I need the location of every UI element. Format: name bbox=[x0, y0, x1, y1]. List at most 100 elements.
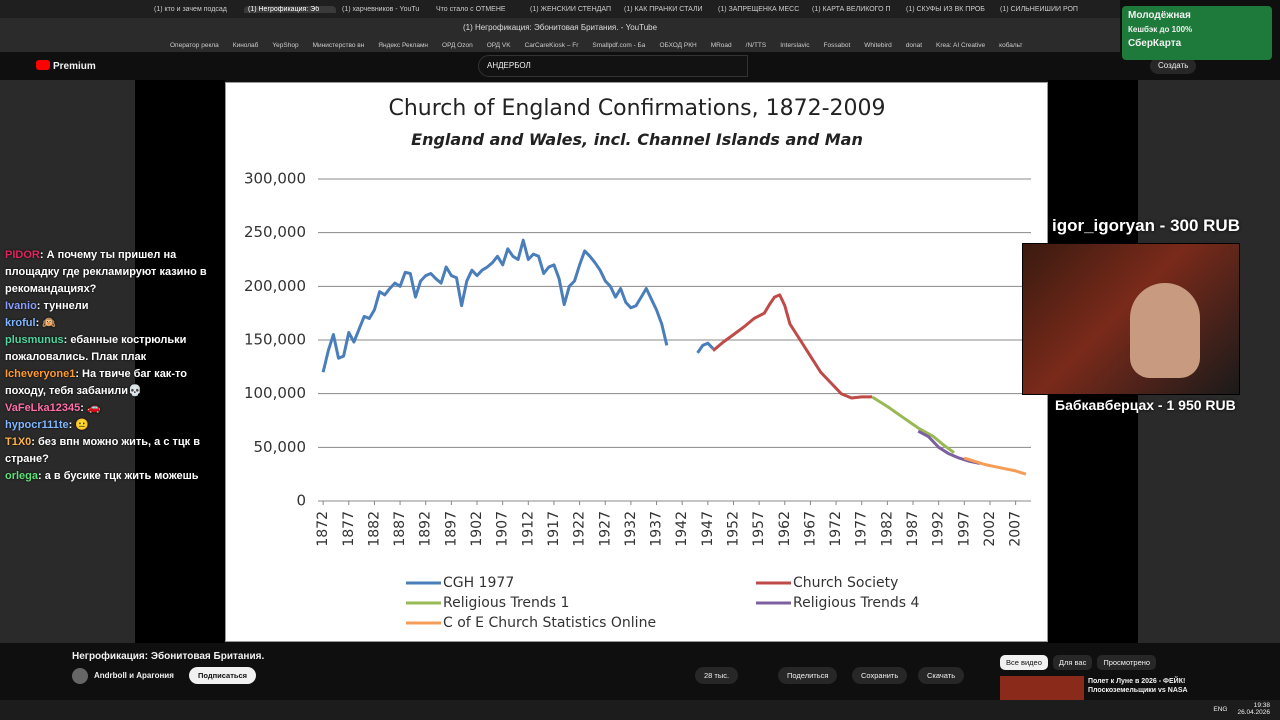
tab[interactable]: (1) харчевников - YouTu bbox=[342, 5, 420, 13]
chat-text: : 🙉 bbox=[35, 317, 56, 329]
tab[interactable]: (1) Негрофикация: Эб bbox=[244, 5, 336, 13]
bookmark[interactable]: Яндекс Рекламн bbox=[378, 41, 429, 49]
y-tick-label: 150,000 bbox=[244, 331, 306, 349]
search-box[interactable]: АНДЕРБОЛ bbox=[478, 55, 748, 77]
channel-avatar[interactable] bbox=[72, 668, 88, 684]
series-line bbox=[871, 395, 955, 454]
bookmark[interactable]: CarCareKiosk – Fr bbox=[524, 41, 579, 49]
x-tick-label: 1927 bbox=[597, 511, 613, 547]
y-tick-label: 100,000 bbox=[244, 384, 306, 402]
video-title: Негрофикация: Эбонитовая Британия. bbox=[72, 651, 265, 662]
y-tick-label: 300,000 bbox=[244, 170, 306, 188]
legend-label: Church Society bbox=[793, 575, 898, 591]
x-tick-label: 1922 bbox=[572, 511, 588, 547]
time: 19:38 bbox=[1253, 702, 1270, 709]
x-tick-label: 1917 bbox=[546, 511, 562, 547]
ad-banner[interactable]: Молодёжная Кешбэк до 100% СберКарта bbox=[1122, 6, 1272, 60]
stream-background bbox=[0, 80, 135, 643]
bookmark[interactable]: ОБХОД РКН bbox=[659, 41, 697, 49]
bookmark[interactable]: Оператор рекла bbox=[170, 41, 219, 49]
bookmark[interactable]: MRoad bbox=[710, 41, 732, 49]
y-tick-label: 0 bbox=[296, 492, 306, 510]
tab[interactable]: (1) СИЛЬНЕЙШИЙ РОП bbox=[1000, 5, 1078, 13]
logo[interactable]: Premium bbox=[36, 60, 96, 72]
tab[interactable]: (1) КАРТА ВЕЛИКОГО П bbox=[812, 5, 891, 13]
bookmark[interactable]: Whitebird bbox=[864, 41, 892, 49]
tab[interactable]: Что стало с ОТМЕНЕ bbox=[436, 5, 506, 13]
chat-message: Ivanio: туннели bbox=[5, 298, 220, 315]
bookmark[interactable]: ОРД Ozon bbox=[442, 41, 473, 49]
chat-text: : туннели bbox=[36, 300, 89, 312]
series-line bbox=[712, 293, 872, 400]
bookmark[interactable]: Министерство вн bbox=[312, 41, 365, 49]
bookmark[interactable]: donat bbox=[905, 41, 923, 49]
y-tick-label: 200,000 bbox=[244, 277, 306, 295]
x-tick-label: 1902 bbox=[469, 511, 485, 547]
stream-background bbox=[135, 80, 225, 643]
donation: Бабкавберцах - 1 950 RUB bbox=[1055, 397, 1236, 413]
bookmark[interactable]: Fossabot bbox=[823, 41, 851, 49]
series-line bbox=[917, 429, 980, 465]
tab[interactable]: (1) кто и зачем подсад bbox=[154, 5, 227, 13]
bookmark[interactable]: ОРД VK bbox=[486, 41, 511, 49]
webcam-person bbox=[1130, 283, 1200, 378]
bookmark[interactable]: YepShop bbox=[272, 41, 299, 49]
chip[interactable]: Все видео bbox=[1000, 655, 1048, 670]
chat-message: PIDOR: А почему ты пришел на площадку гд… bbox=[5, 247, 220, 298]
tab[interactable]: (1) ЖЕНСКИЙ СТЕНДАП bbox=[530, 5, 612, 13]
chart-subtitle: England and Wales, incl. Channel Islands… bbox=[411, 130, 863, 149]
share-button[interactable]: Поделиться bbox=[778, 667, 838, 684]
taskbar bbox=[0, 700, 1280, 720]
download-button[interactable]: Скачать bbox=[918, 667, 965, 684]
bookmark[interactable]: Krea: AI Creative bbox=[936, 41, 986, 49]
x-tick-label: 1967 bbox=[802, 511, 818, 547]
chat-user: Icheveryone1 bbox=[5, 368, 76, 380]
x-tick-label: 1987 bbox=[905, 511, 921, 547]
thumbnail[interactable] bbox=[1000, 676, 1084, 700]
chat-message: plusmunus: ебанные кострюльки пожаловали… bbox=[5, 332, 220, 366]
y-tick-label: 250,000 bbox=[244, 223, 306, 241]
chart-title: Church of England Confirmations, 1872-20… bbox=[388, 96, 885, 121]
donation: igor_igoryan - 300 RUB bbox=[1052, 216, 1240, 235]
recommended-title[interactable]: Полет к Луне в 2026 - ФЕЙК! Плоскоземель… bbox=[1088, 678, 1188, 694]
bookmark[interactable]: /N/TTS bbox=[745, 41, 767, 49]
chat-user: orlega bbox=[5, 470, 39, 482]
chat-text: : ебанные кострюльки пожаловались. Плак … bbox=[5, 334, 187, 363]
chat-message: VaFeLka12345: 🚗 bbox=[5, 400, 220, 417]
like-button[interactable]: 28 тыс. bbox=[695, 667, 739, 684]
chat-user: PIDOR bbox=[5, 249, 40, 261]
x-tick-label: 1947 bbox=[700, 511, 716, 547]
chat-user: plusmunus bbox=[5, 334, 64, 346]
address-bar[interactable]: (1) Негрофикация: Эбонитовая Британия. -… bbox=[0, 18, 1120, 38]
subscribe-button[interactable]: Подписаться bbox=[189, 667, 257, 684]
chat-text: : На твиче баг как-то походу, тебя забан… bbox=[5, 368, 187, 397]
chat-text: : А почему ты пришел на площадку где рек… bbox=[5, 249, 207, 295]
x-tick-label: 2007 bbox=[1008, 511, 1024, 547]
channel-name[interactable]: Andrboll и Арагония bbox=[94, 671, 174, 680]
bookmark[interactable]: кобальт bbox=[999, 41, 1023, 49]
legend-label: C of E Church Statistics Online bbox=[443, 615, 656, 631]
x-tick-label: 1977 bbox=[854, 511, 870, 547]
tab[interactable]: (1) КАК ПРАНКИ СТАЛИ bbox=[624, 5, 703, 13]
clock[interactable]: 19:38 26.04.2026 bbox=[1237, 702, 1270, 716]
legend-label: Religious Trends 1 bbox=[443, 595, 569, 611]
bookmark[interactable]: Smallpdf.com - Ба bbox=[592, 41, 646, 49]
tab[interactable]: (1) СКУФЫ ИЗ ВК ПРОБ bbox=[906, 5, 985, 13]
chat-text: : без впн можно жить, а с тцк в стране? bbox=[5, 436, 200, 465]
save-button[interactable]: Сохранить bbox=[852, 667, 908, 684]
chip[interactable]: Просмотрено bbox=[1097, 655, 1157, 670]
date: 26.04.2026 bbox=[1237, 709, 1270, 716]
bookmark[interactable]: Кинолаб bbox=[232, 41, 259, 49]
chip[interactable]: Для вас bbox=[1052, 655, 1093, 670]
language[interactable]: ENG bbox=[1213, 705, 1228, 713]
bookmark[interactable]: Interslavic bbox=[780, 41, 810, 49]
chat-message: T1X0: без впн можно жить, а с тцк в стра… bbox=[5, 434, 220, 468]
create-button[interactable]: Создать bbox=[1150, 58, 1197, 74]
x-tick-label: 1932 bbox=[623, 511, 639, 547]
chat-user: kroful bbox=[5, 317, 36, 329]
chat-user: VaFeLka12345 bbox=[5, 402, 81, 414]
bookmarks-bar: Оператор рекла Кинолаб YepShop Министерство… bbox=[0, 38, 1120, 52]
x-tick-label: 1877 bbox=[341, 511, 357, 547]
tab[interactable]: (1) ЗАПРЕЩЁНКА МЕСС bbox=[718, 5, 800, 13]
